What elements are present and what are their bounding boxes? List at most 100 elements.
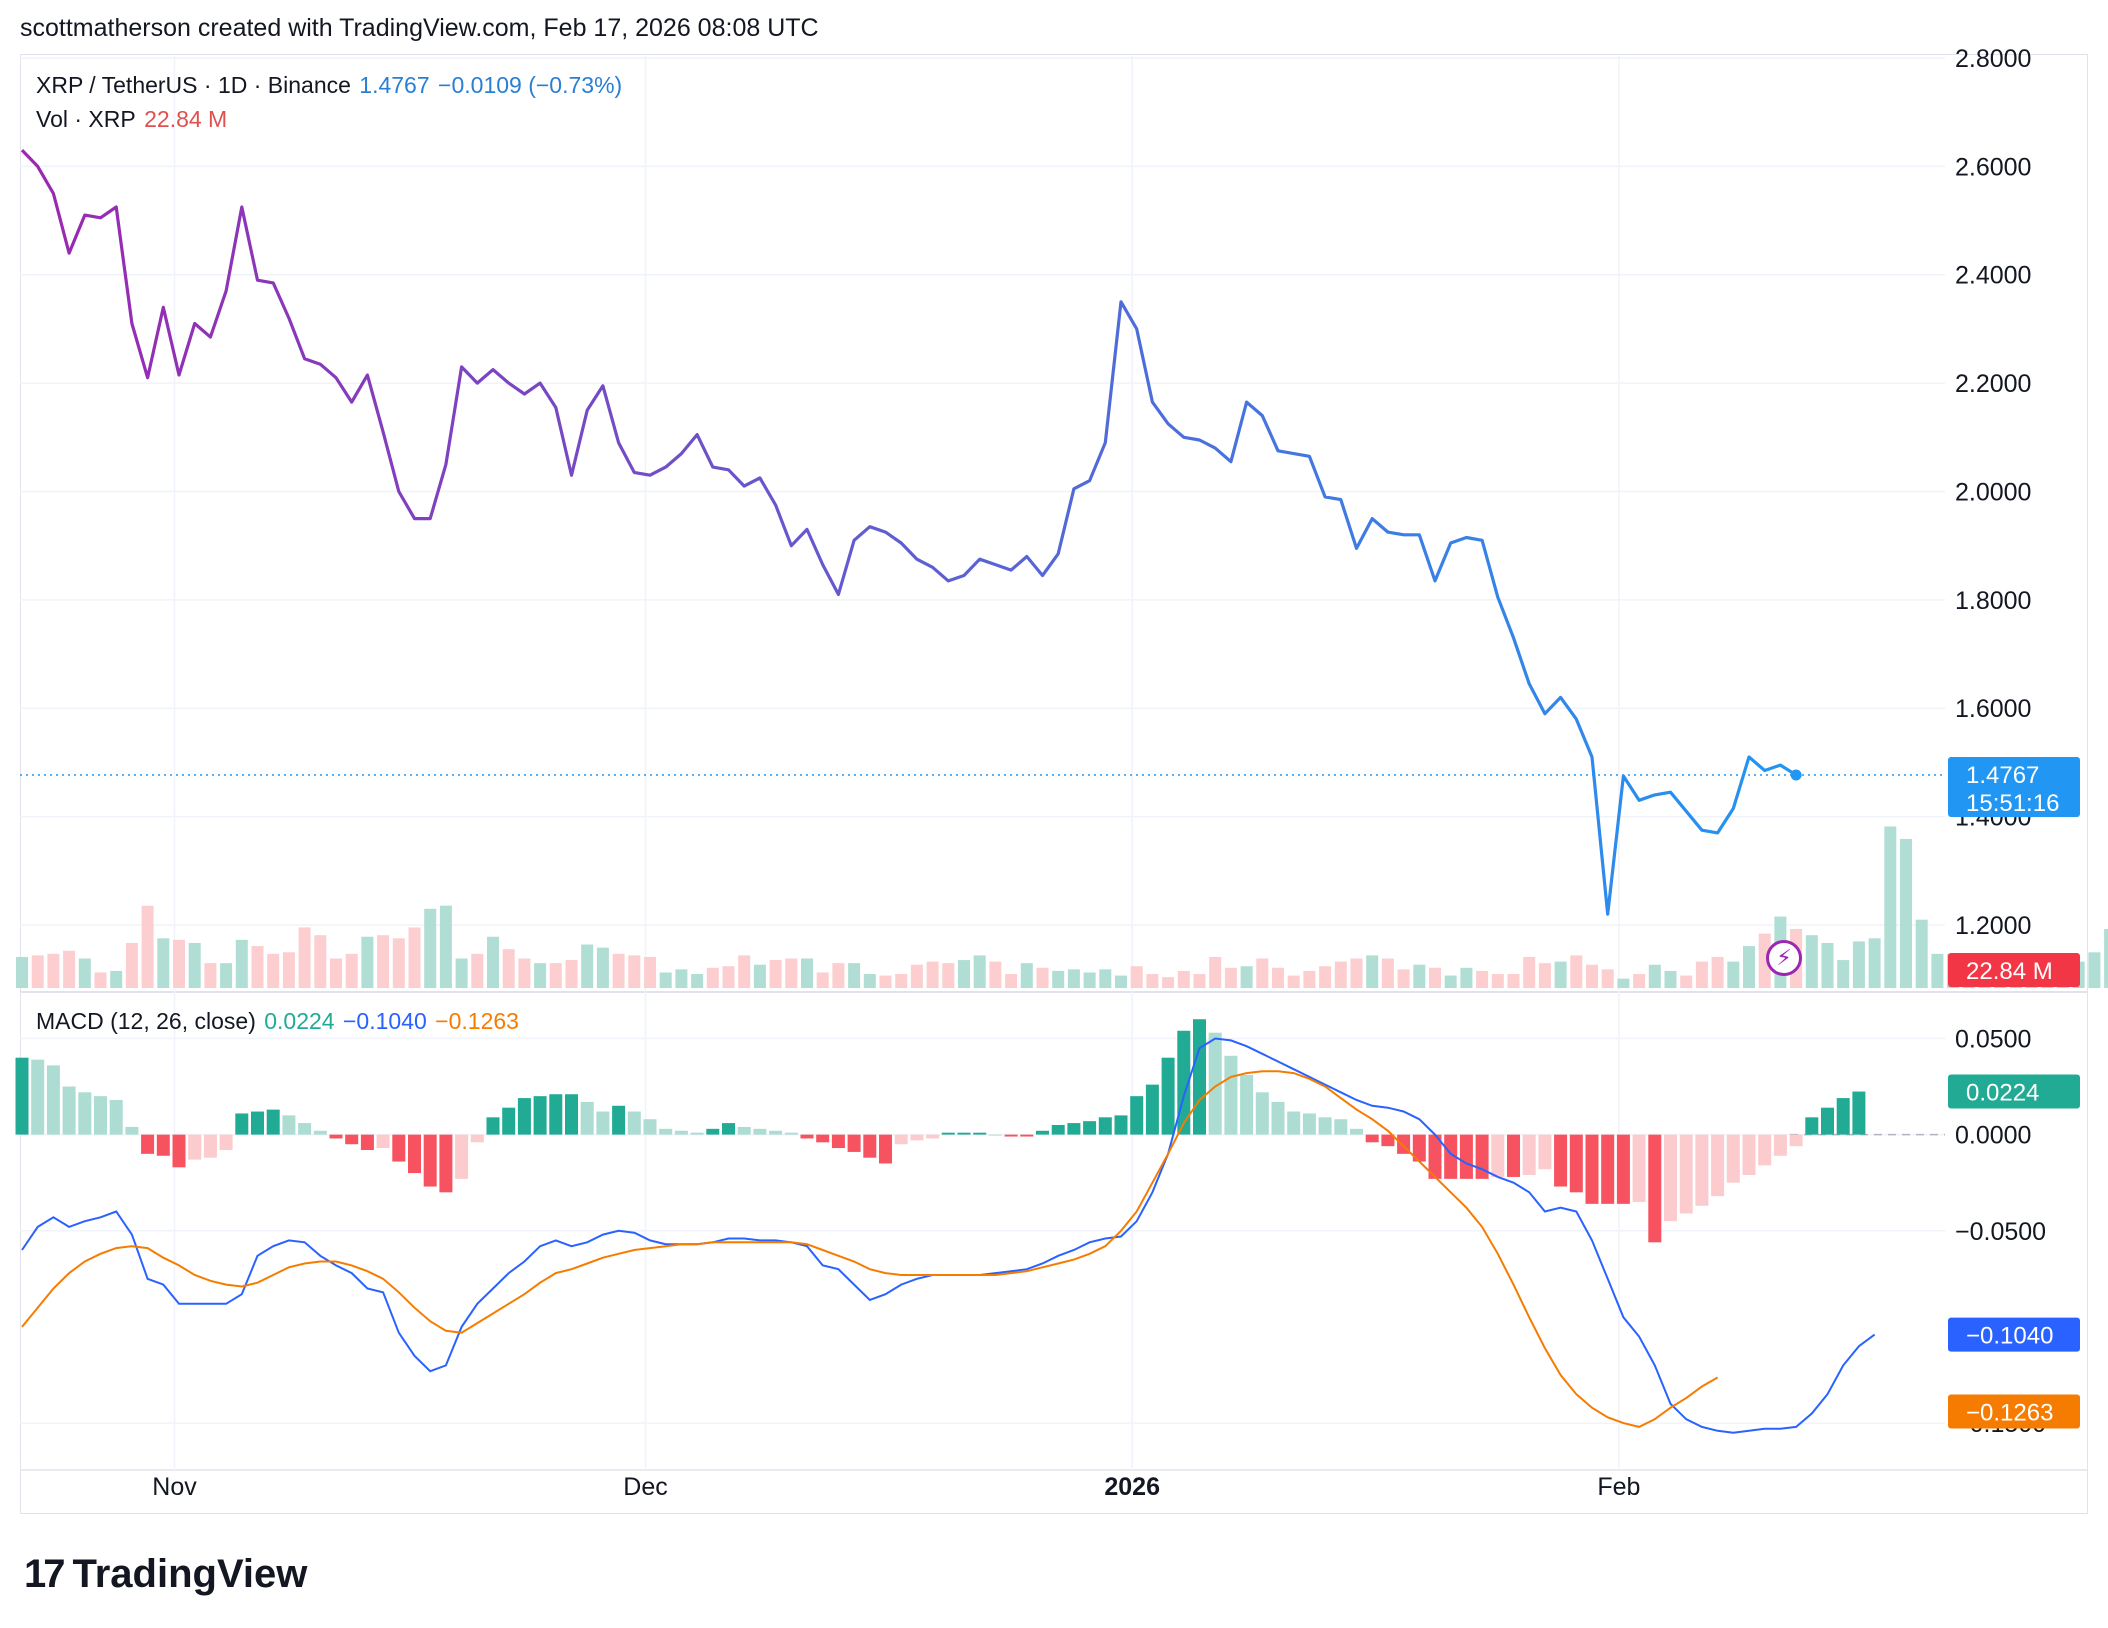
volume-bar <box>1130 966 1143 988</box>
macd-histogram-bar <box>690 1132 704 1135</box>
volume-bar <box>1586 964 1598 988</box>
macd-histogram-bar <box>580 1101 594 1135</box>
volume-bar <box>110 970 123 988</box>
macd-histogram-bar <box>926 1134 940 1139</box>
macd-histogram-bar <box>1067 1123 1081 1135</box>
volume-bar <box>1020 963 1033 988</box>
volume-bar <box>518 958 531 988</box>
volume-bar <box>1476 970 1489 988</box>
price-tick-label: 1.2000 <box>1955 912 2031 940</box>
volume-bar <box>1617 978 1630 988</box>
macd-histogram-bar <box>203 1134 217 1158</box>
volume-bar <box>1272 967 1284 988</box>
chart-frame[interactable] <box>20 54 2088 1514</box>
volume-bar <box>989 961 1002 988</box>
price-badge-text: 1.4767 <box>1966 762 2039 789</box>
macd-histogram-bar <box>1726 1134 1740 1183</box>
volume-label[interactable]: Vol · XRP <box>36 106 136 132</box>
macd-histogram-bar <box>1287 1111 1301 1135</box>
macd-histogram-bar <box>235 1113 249 1135</box>
volume-bar <box>188 942 201 988</box>
volume-bar <box>1083 972 1096 988</box>
macd-histogram-bar <box>360 1134 374 1150</box>
lightning-icon[interactable]: ⚡ <box>1766 940 1802 976</box>
macd-histogram-bar <box>957 1132 971 1135</box>
macd-line-value: −0.1040 <box>343 1008 427 1034</box>
volume-bar <box>1900 838 1912 988</box>
volume-bar <box>1162 977 1175 988</box>
macd-histogram-bar <box>816 1134 830 1143</box>
volume-bar <box>769 960 782 988</box>
attribution-text: scottmatherson created with TradingView.… <box>20 14 819 42</box>
macd-histogram-bar <box>1161 1057 1175 1135</box>
macd-histogram-bar <box>109 1100 123 1135</box>
macd-tick-label: 0.0000 <box>1955 1122 2031 1150</box>
volume-bar <box>628 955 641 988</box>
price-tick-label: 2.2000 <box>1955 370 2031 398</box>
volume-bar <box>455 958 468 988</box>
volume-bar <box>549 963 562 988</box>
volume-bar <box>1381 958 1394 988</box>
macd-histogram-bar <box>1318 1117 1332 1135</box>
volume-legend[interactable]: Vol · XRP 22.84 M <box>36 106 229 133</box>
volume-bar <box>973 955 986 988</box>
symbol-legend[interactable]: XRP / TetherUS · 1D · Binance 1.4767 −0.… <box>36 72 624 99</box>
volume-bar <box>706 967 719 988</box>
volume-bar <box>31 955 44 988</box>
macd-histogram-bar <box>298 1123 312 1135</box>
last-price-dot <box>1790 769 1802 781</box>
macd-histogram-bar <box>172 1134 186 1168</box>
macd-histogram-bar <box>1459 1134 1473 1179</box>
macd-histogram-bar <box>1664 1134 1677 1222</box>
volume-bar <box>1507 974 1520 988</box>
volume-bar <box>675 969 688 988</box>
macd-histogram-bar <box>737 1126 751 1135</box>
volume-bar <box>926 961 939 988</box>
macd-histogram-bar <box>517 1098 531 1135</box>
macd-histogram-bar <box>313 1130 327 1135</box>
volume-bar <box>738 955 751 988</box>
volume-bar <box>94 972 107 988</box>
macd-pane <box>15 1019 1876 1434</box>
volume-bar <box>16 956 28 988</box>
macd-histogram-bar <box>549 1094 563 1135</box>
symbol-name[interactable]: XRP / TetherUS · 1D · Binance <box>36 72 351 98</box>
volume-bar <box>565 960 578 988</box>
volume-bar <box>2088 952 2101 988</box>
volume-bar <box>125 942 138 988</box>
macd-histogram-bar <box>1679 1134 1693 1214</box>
time-tick-label: Feb <box>1597 1473 1640 1501</box>
macd-histogram-bar <box>1130 1096 1144 1135</box>
hist-badge-bg <box>1948 1074 2080 1109</box>
volume-bar <box>1570 955 1583 988</box>
macd-histogram-bar <box>1758 1134 1772 1166</box>
volume-bar <box>1805 935 1818 988</box>
macd-histogram-bar <box>1805 1117 1819 1135</box>
macd-legend[interactable]: MACD (12, 26, close) 0.0224 −0.1040 −0.1… <box>36 1008 521 1035</box>
volume-bar <box>1680 975 1693 988</box>
price-series-line <box>20 148 1797 916</box>
volume-bar <box>1711 956 1724 988</box>
volume-bar <box>471 953 484 988</box>
volume-bar <box>1538 963 1551 988</box>
volume-bar <box>1193 974 1206 988</box>
volume-bar <box>1397 969 1410 988</box>
volume-bar <box>1852 941 1865 988</box>
grid <box>20 56 2088 1471</box>
macd-histogram-bar <box>329 1134 343 1139</box>
macd-histogram-bar <box>188 1134 202 1160</box>
volume-bar <box>1915 919 1928 988</box>
volume-bar <box>691 974 704 988</box>
macd-histogram-bar <box>1428 1134 1442 1179</box>
tradingview-logo[interactable]: 17 TradingView <box>24 1552 307 1597</box>
time-tick-label: Nov <box>152 1473 197 1501</box>
macd-label[interactable]: MACD (12, 26, close) <box>36 1008 256 1034</box>
macd-histogram-bar <box>1648 1134 1662 1243</box>
macd-tick-label: 0.0500 <box>1955 1025 2031 1053</box>
volume-bar <box>1052 970 1065 988</box>
macd-histogram-bar <box>486 1117 500 1135</box>
volume-bar <box>1036 967 1049 988</box>
macd-histogram-bar <box>1554 1134 1568 1187</box>
macd-histogram-bar <box>769 1130 783 1135</box>
